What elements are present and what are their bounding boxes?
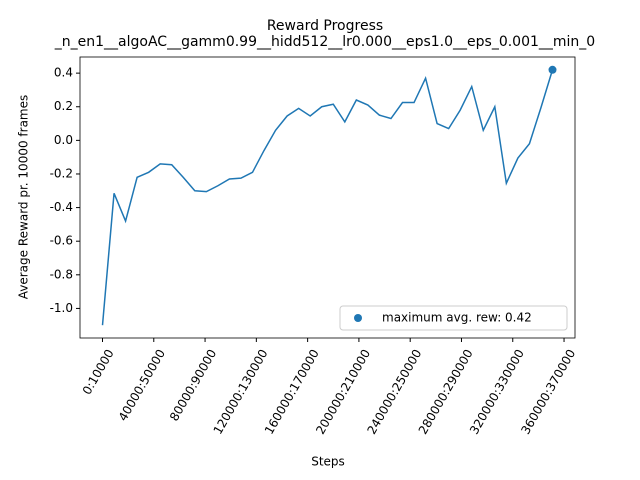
y-axis-label: Average Reward pr. 10000 frames <box>17 95 31 300</box>
legend-box <box>339 305 568 331</box>
y-tick-label: -0.6 <box>50 234 73 248</box>
y-tick-label: -0.2 <box>50 166 73 180</box>
y-tick-label: -0.8 <box>50 267 73 281</box>
y-tick-label: -0.4 <box>50 200 73 214</box>
legend-label: maximum avg. rew: 0.42 <box>382 311 532 325</box>
y-tick-label: 0.4 <box>54 66 73 80</box>
x-axis-label: Steps <box>311 455 345 469</box>
axes-frame <box>79 56 576 339</box>
y-tick-label: -1.0 <box>50 301 73 315</box>
data-line <box>101 69 554 326</box>
y-tick-label: 0.0 <box>54 133 73 147</box>
max-point <box>548 65 557 74</box>
chart-subtitle: _n_en1__algoAC__gamm0.99__hidd512__lr0.0… <box>54 34 595 50</box>
chart-title: Reward Progress <box>267 18 383 34</box>
y-tick-label: 0.2 <box>54 99 73 113</box>
legend-marker <box>354 314 362 322</box>
